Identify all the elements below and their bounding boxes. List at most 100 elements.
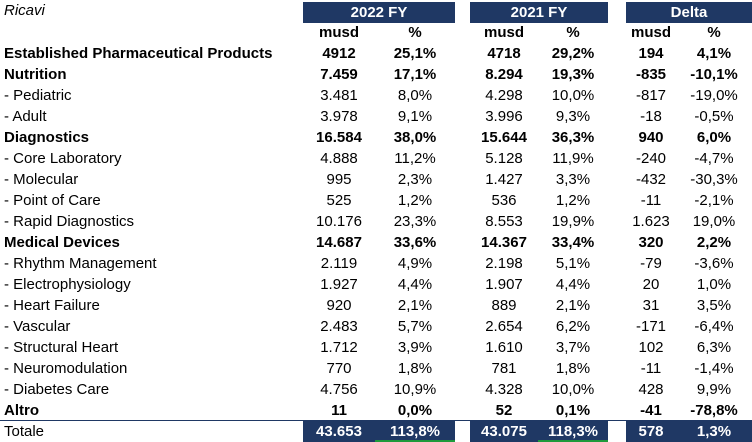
row-value: 1,8% [555,360,591,377]
sub-2021-pct: % [566,24,580,41]
row-label: - Molecular [4,171,79,188]
table-row: Medical Devices 14.687 33,6% 14.367 33,4% 320… [0,232,752,253]
row-value: 14.687 [316,234,362,251]
row-value: -30,3% [690,171,738,188]
row-value: 9,3% [555,108,591,125]
row-value: 781 [491,360,517,377]
total-divider [0,420,752,421]
row-value: 525 [326,192,352,209]
row-value: 16.584 [316,129,362,146]
row-value: 19,0% [692,213,736,230]
table-row: - Core Laboratory 4.888 11,2% 5.128 11,9% -24… [0,148,752,169]
row-value: 2.119 [320,255,358,272]
table-row: - Neuromodulation 770 1,8% 781 1,8% -11 -1,4% [0,358,752,379]
row-value: 9,9% [696,381,732,398]
sub-2022-pct: % [408,24,422,41]
row-label: - Vascular [4,318,71,335]
row-value: 2,3% [397,171,433,188]
row-value: 2,2% [696,234,732,251]
sub-delta-musd: musd [630,24,671,41]
table-row: - Diabetes Care 4.756 10,9% 4.328 10,0% 428 9,… [0,379,752,400]
total-row: Totale 43.653 113,8% 43.075 118,3% 578 1… [0,421,752,442]
row-value: 4,9% [397,255,433,272]
row-value: 25,1% [393,45,437,62]
row-value: -1,4% [694,360,734,377]
row-label: - Core Laboratory [4,150,122,167]
row-value: 29,2% [551,45,595,62]
row-value: -18 [640,108,662,125]
table-row: - Rapid Diagnostics 10.176 23,3% 8.553 19,9%… [0,211,752,232]
row-value: 14.367 [481,234,527,251]
row-value: 3,7% [555,339,591,356]
row-value: -835 [635,66,667,83]
row-value: 194 [638,45,664,62]
row-value: 2.198 [485,255,523,272]
row-value: 5.128 [485,150,523,167]
row-value: 10,0% [551,87,595,104]
row-value: -4,7% [694,150,734,167]
row-value: -171 [635,318,667,335]
header-2021: 2021 FY [470,2,608,23]
total-2022-musd: 43.653 [316,423,362,440]
row-value: 1.427 [485,171,523,188]
table-row: - Structural Heart 1.712 3,9% 1.610 3,7% 102 6… [0,337,752,358]
row-value: 4.298 [485,87,523,104]
row-value: -11 [640,192,662,209]
row-value: 1.927 [320,276,358,293]
row-value: 36,3% [551,129,595,146]
sub-2021-musd: musd [483,24,524,41]
row-label: Established Pharmaceutical Products [4,45,273,62]
row-value: -817 [635,87,667,104]
table-row: Established Pharmaceutical Products 4912 2… [0,43,752,64]
table-row: - Molecular 995 2,3% 1.427 3,3% -432 -30,3% [0,169,752,190]
row-value: 770 [326,360,352,377]
row-value: 2.483 [320,318,358,335]
row-value: 3,3% [555,171,591,188]
row-value: -432 [635,171,667,188]
row-value: 23,3% [393,213,437,230]
row-value: 3.481 [320,87,358,104]
row-value: 19,3% [551,66,595,83]
row-value: -41 [640,402,662,419]
row-value: -10,1% [690,66,738,83]
table-title: Ricavi [4,2,45,19]
total-delta-musd: 578 [638,423,664,440]
total-delta-pct: 1,3% [696,423,732,440]
row-value: 7.459 [320,66,358,83]
row-value: 17,1% [393,66,437,83]
total-2021-pct: 118,3% [547,423,599,440]
row-label: Altro [4,402,39,419]
row-value: 1.610 [485,339,523,356]
row-value: 1,2% [555,192,591,209]
row-value: -19,0% [690,87,738,104]
row-value: -6,4% [694,318,734,335]
row-value: 536 [491,192,517,209]
row-value: 8.553 [485,213,523,230]
row-value: 11 [331,402,347,419]
total-label: Totale [4,423,45,440]
row-value: 9,1% [397,108,433,125]
row-label: - Pediatric [4,87,72,104]
row-value: 0,0% [397,402,433,419]
row-value: 4.756 [320,381,358,398]
row-value: 1,0% [696,276,732,293]
row-value: 2,1% [397,297,433,314]
row-label: Medical Devices [4,234,120,251]
sub-delta-pct: % [707,24,721,41]
table-row: - Vascular 2.483 5,7% 2.654 6,2% -171 -6,4% [0,316,752,337]
row-value: 320 [638,234,664,251]
row-label: - Electrophysiology [4,276,131,293]
row-value: 3,9% [397,339,433,356]
row-value: 38,0% [393,129,437,146]
row-value: 3.978 [320,108,358,125]
sub-2022-musd: musd [318,24,359,41]
row-value: 1.623 [632,213,670,230]
total-2021-musd: 43.075 [481,423,527,440]
row-value: 4,1% [696,45,732,62]
row-value: 1,2% [397,192,433,209]
table-row: Altro 11 0,0% 52 0,1% -41 -78,8% [0,400,752,421]
table-row: Nutrition 7.459 17,1% 8.294 19,3% -835 -10,1% [0,64,752,85]
total-bg-delta [626,421,752,442]
table-row: - Adult 3.978 9,1% 3.996 9,3% -18 -0,5% [0,106,752,127]
row-label: Nutrition [4,66,67,83]
